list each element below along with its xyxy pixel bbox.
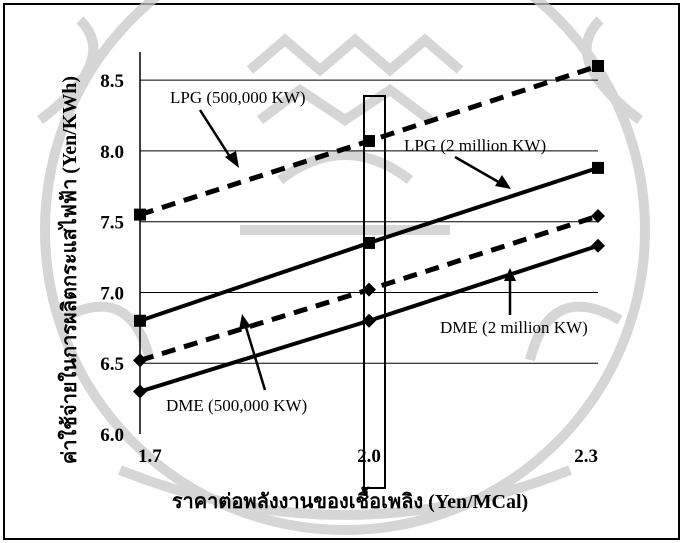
- data-point-lpg-500-000-kw: [363, 135, 375, 148]
- x-tick-label: 1.7: [138, 446, 162, 467]
- annotation-dme-2m: DME (2 million KW): [440, 268, 588, 337]
- annotation-lpg-500k: LPG (500,000 KW): [170, 88, 306, 168]
- annotation-dme-500k: DME (500,000 KW): [166, 314, 307, 415]
- y-tick-label: 7.5: [100, 213, 124, 234]
- figure-frame: [3, 3, 680, 540]
- y-tick-label: 7.0: [100, 283, 124, 304]
- data-point-dme-2-million-kw: [591, 238, 605, 253]
- series-label-dme-2m: DME (2 million KW): [440, 318, 588, 337]
- series-label-lpg-2m: LPG (2 million KW): [404, 136, 546, 155]
- data-point-dme-500-000-kw: [591, 209, 605, 224]
- data-point-lpg-500-000-kw: [592, 60, 604, 72]
- y-tick-label: 8.5: [100, 71, 124, 92]
- y-tick-label: 6.0: [100, 425, 124, 446]
- y-axis-label: ค่าใช้จ่ายในการผลิตกระแสไฟฟ้า (Yen/KWh): [57, 76, 81, 464]
- data-point-lpg-2-million-kw: [363, 236, 375, 249]
- annotation-lpg-2m: LPG (2 million KW): [404, 136, 546, 189]
- y-tick-label: 8.0: [100, 142, 124, 163]
- x-axis-label: ราคาต่อพลังงานของเชื้อเพลิง (Yen/MCal): [172, 486, 528, 513]
- x-tick-label: 2.3: [574, 446, 598, 467]
- x-tick-label: 2.0: [357, 446, 381, 467]
- series-label-dme-500k: DME (500,000 KW): [166, 396, 307, 415]
- data-point-dme-500-000-kw: [362, 282, 376, 297]
- y-tick-label: 6.5: [100, 354, 124, 375]
- data-point-dme-2-million-kw: [362, 313, 376, 328]
- data-point-lpg-2-million-kw: [592, 161, 604, 174]
- series-label-lpg-500k: LPG (500,000 KW): [170, 88, 306, 107]
